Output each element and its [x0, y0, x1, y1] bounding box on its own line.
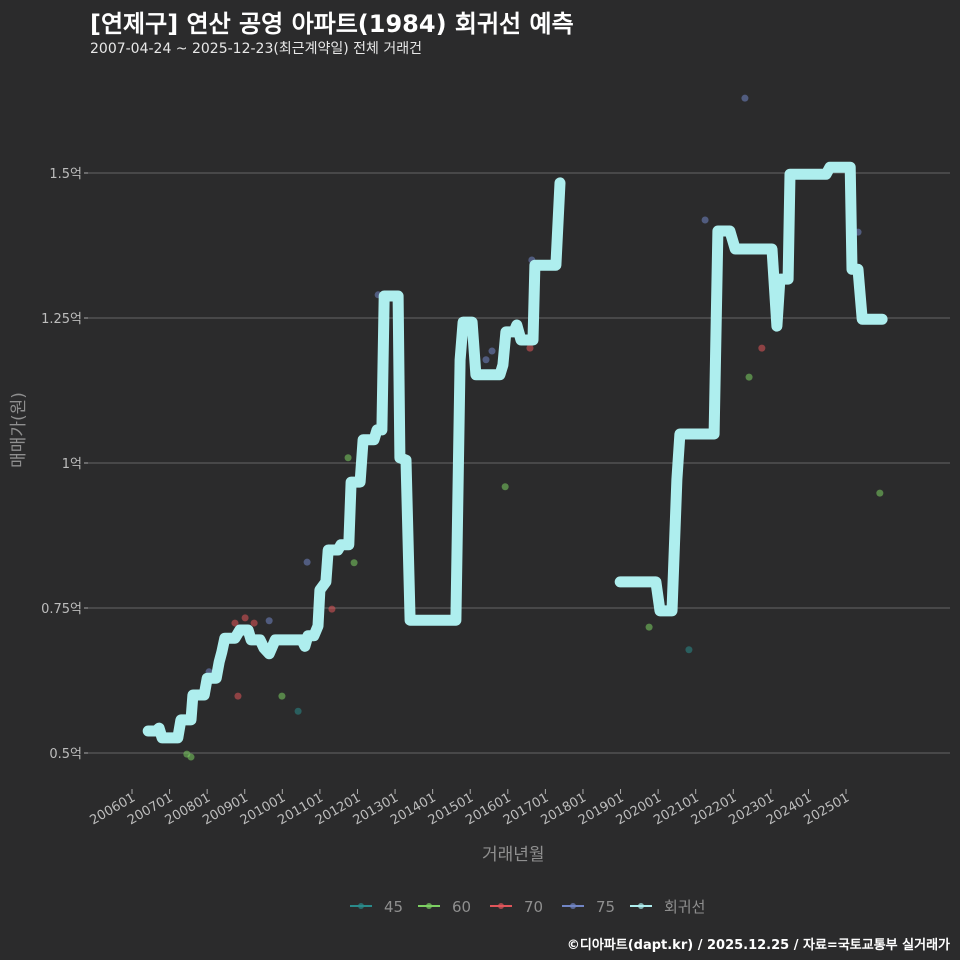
- legend-dot-75: [570, 903, 576, 909]
- source-caption: ©디아파트(dapt.kr) / 2025.12.25 / 자료=국토교통부 실…: [566, 938, 950, 953]
- data-point-60: [645, 623, 653, 631]
- data-point-70: [241, 614, 249, 622]
- x-axis-label: 거래년월: [482, 845, 545, 865]
- data-point-75: [303, 558, 311, 566]
- data-point-70: [250, 619, 258, 627]
- legend-dot-60: [426, 903, 432, 909]
- legend-dot-45: [358, 903, 364, 909]
- data-point-70: [526, 344, 534, 352]
- data-point-70: [234, 692, 242, 700]
- y-axis-label: 매매가(원): [9, 392, 29, 468]
- data-point-60: [876, 489, 884, 497]
- chart-title: [연제구] 연산 공영 아파트(1984) 회귀선 예측: [90, 10, 574, 38]
- regression-line: [614, 161, 888, 617]
- data-point-60: [278, 692, 286, 700]
- legend-dot-회귀선: [638, 903, 644, 909]
- data-point-60: [501, 483, 509, 491]
- data-point-70: [328, 605, 336, 613]
- data-point-75: [741, 94, 749, 102]
- y-tick-label: 0.75억: [41, 602, 82, 617]
- legend-dot-70: [498, 903, 504, 909]
- data-point-60: [344, 454, 352, 462]
- legend-label-70: 70: [524, 898, 543, 916]
- data-point-60: [350, 559, 358, 567]
- y-tick-label: 1.25억: [41, 312, 82, 327]
- y-tick-label: 1억: [62, 457, 82, 472]
- y-tick-label: 1.5억: [49, 167, 82, 182]
- data-point-70: [758, 344, 766, 352]
- regression-line: [142, 177, 566, 744]
- data-point-75: [488, 347, 496, 355]
- data-point-75: [265, 617, 273, 625]
- data-point-60: [187, 753, 195, 761]
- legend-label-75: 75: [596, 898, 615, 916]
- data-point-75: [482, 356, 490, 364]
- data-point-45: [294, 707, 302, 715]
- data-point-75: [701, 216, 709, 224]
- data-point-70: [231, 619, 239, 627]
- legend-label-45: 45: [384, 898, 403, 916]
- legend-label-회귀선: 회귀선: [664, 898, 705, 916]
- data-point-60: [745, 373, 753, 381]
- data-point-45: [685, 646, 693, 654]
- chart-subtitle: 2007-04-24 ~ 2025-12-23(최근계약일) 전체 거래건: [90, 41, 422, 57]
- y-tick-label: 0.5억: [49, 747, 82, 762]
- legend-label-60: 60: [452, 898, 471, 916]
